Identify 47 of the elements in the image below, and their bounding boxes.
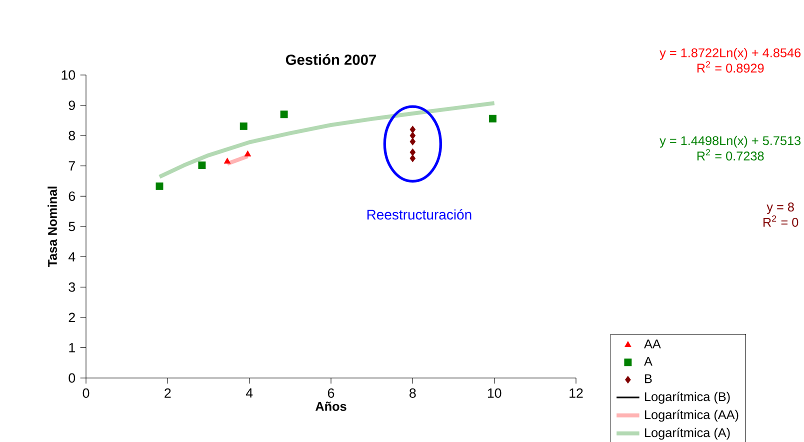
text: y = 1.8722Ln(x) + 4.8546: [660, 48, 801, 60]
point: [240, 122, 248, 130]
x-tick-label: 2: [164, 388, 171, 398]
x-tick-label: 12: [570, 388, 583, 398]
text: R$^{2}$ = 0.7238: [697, 149, 764, 160]
point: [198, 162, 206, 170]
y-tick-label: 5: [68, 222, 76, 232]
legend-label: AA: [644, 340, 661, 348]
x-tick-label: 6: [328, 388, 334, 398]
y-tick-label: 0: [68, 373, 76, 383]
y-tick-label: 8: [68, 130, 76, 140]
text: y = 8: [766, 202, 794, 214]
legend-label: Logarítmica (B): [645, 392, 730, 404]
x-axis-title: Años: [315, 402, 346, 411]
y-tick-label: 1: [69, 343, 75, 352]
text: R$^{2}$ = 0.8929: [697, 61, 764, 73]
point: [488, 114, 496, 122]
text: y = 1.4498Ln(x) + 5.7513: [660, 136, 801, 148]
legend-label: Logarítmica (AA): [645, 410, 738, 422]
y-tick-label: 7: [68, 161, 75, 170]
annotation: Reestructuración: [367, 209, 472, 220]
y-tick-label: 3: [68, 282, 76, 292]
x-tick-label: 4: [246, 388, 253, 398]
x-tick-label: 0: [82, 388, 90, 398]
x-tick-label: 10: [488, 388, 502, 398]
point: [410, 126, 416, 134]
legend-label: A: [644, 356, 652, 366]
y-axis-title: Tasa Nominal: [48, 186, 57, 268]
legend-label: B: [645, 374, 652, 384]
line-series: [158, 101, 496, 179]
point: [244, 150, 251, 156]
y-tick-label: 6: [68, 191, 76, 201]
y-tick-label: 4: [68, 252, 76, 262]
point: [280, 110, 288, 118]
point: [410, 138, 416, 146]
y-tick-label: 10: [62, 70, 76, 80]
point: [410, 154, 416, 162]
y-tick-label: 9: [68, 100, 75, 110]
point: [224, 158, 231, 164]
point: [410, 132, 416, 140]
chart-title: Gestión 2007: [286, 54, 376, 65]
point: [410, 148, 416, 156]
legend-label: Logarítmica (A): [645, 428, 730, 440]
text: R$^{2}$ = 0: [764, 215, 798, 227]
x-tick-label: 8: [410, 388, 416, 398]
point: [156, 182, 164, 190]
y-tick-label: 2: [68, 312, 75, 322]
